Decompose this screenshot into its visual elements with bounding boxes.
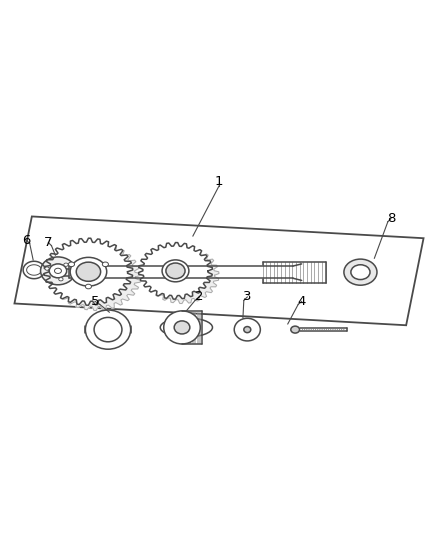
Text: 1: 1 <box>215 175 223 188</box>
Ellipse shape <box>64 263 68 266</box>
Text: 7: 7 <box>44 236 53 249</box>
Polygon shape <box>145 247 219 303</box>
Text: 5: 5 <box>91 295 99 308</box>
Text: 2: 2 <box>195 290 204 303</box>
Polygon shape <box>52 244 141 310</box>
Ellipse shape <box>102 262 109 266</box>
Ellipse shape <box>164 311 200 344</box>
Ellipse shape <box>351 265 370 279</box>
Ellipse shape <box>174 321 190 334</box>
Text: 3: 3 <box>243 290 251 303</box>
Ellipse shape <box>54 268 61 273</box>
Ellipse shape <box>291 326 300 333</box>
Ellipse shape <box>59 278 63 281</box>
Ellipse shape <box>70 257 107 286</box>
Polygon shape <box>138 243 212 299</box>
Ellipse shape <box>49 264 67 278</box>
Text: 8: 8 <box>387 212 395 225</box>
Ellipse shape <box>85 284 92 289</box>
Ellipse shape <box>68 262 74 266</box>
Text: 6: 6 <box>22 234 31 247</box>
Ellipse shape <box>173 268 191 283</box>
Ellipse shape <box>76 262 101 281</box>
Ellipse shape <box>41 257 75 285</box>
Ellipse shape <box>166 263 185 279</box>
Ellipse shape <box>45 267 49 270</box>
Ellipse shape <box>244 327 251 333</box>
Ellipse shape <box>162 260 189 282</box>
Polygon shape <box>44 238 133 305</box>
Ellipse shape <box>85 310 131 349</box>
Text: 4: 4 <box>297 295 306 308</box>
Ellipse shape <box>234 318 260 341</box>
Ellipse shape <box>160 318 212 337</box>
Ellipse shape <box>94 318 122 342</box>
Ellipse shape <box>344 259 377 285</box>
Ellipse shape <box>84 268 109 287</box>
